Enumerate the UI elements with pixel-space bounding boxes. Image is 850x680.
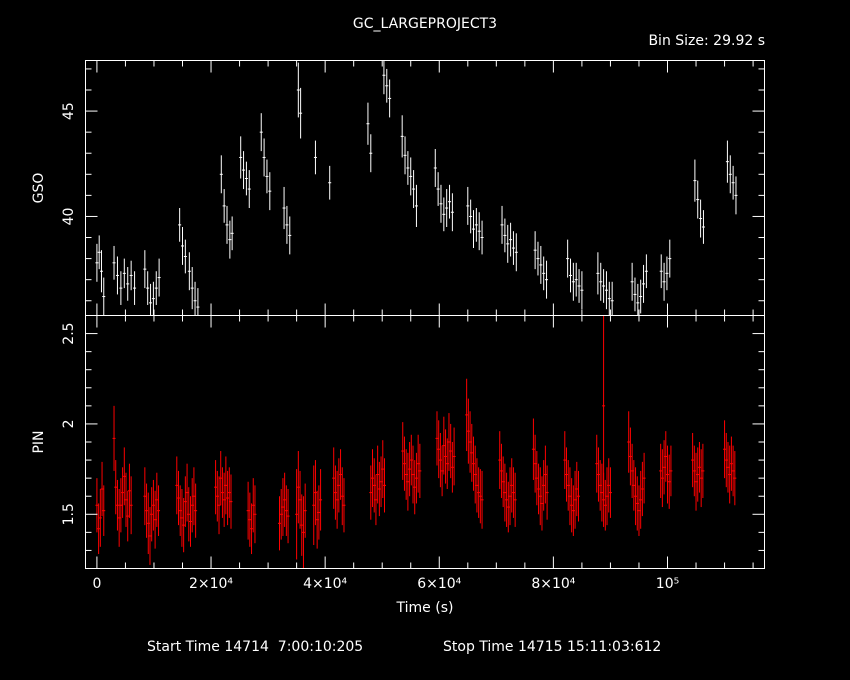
stop-time-label: Stop Time 14715 15:11:03:612 (443, 639, 661, 655)
pin-plot-frame (85, 315, 765, 569)
pin-panel: 1.5 2 2.5 PIN (31, 315, 765, 569)
gso-x-ticks (96, 60, 754, 316)
chart-title: GC_LARGEPROJECT3 (353, 16, 497, 32)
gso-y-tick-label: 40 (61, 208, 77, 226)
x-tick-label: 2×10⁴ (189, 576, 233, 592)
pin-x-ticks (96, 315, 754, 569)
pin-y-axis-label: PIN (31, 430, 47, 453)
pin-y-ticks: 1.5 2 2.5 (61, 315, 765, 569)
x-tick-label: 0 (92, 576, 101, 592)
x-axis-label: Time (s) (396, 600, 454, 616)
bin-size-label: Bin Size: 29.92 s (648, 33, 765, 49)
pin-y-tick-label: 2 (61, 419, 77, 428)
gso-data-points (95, 60, 738, 316)
gso-plot-frame (85, 60, 765, 316)
pin-data-points (95, 315, 737, 569)
gso-y-axis-label: GSO (31, 173, 47, 204)
pin-y-tick-label: 2.5 (61, 322, 77, 344)
pin-y-tick-label: 1.5 (61, 503, 77, 525)
gso-panel: 40 45 GSO (31, 60, 765, 316)
x-tick-label: 10⁵ (656, 576, 679, 592)
gso-y-ticks: 40 45 (61, 68, 765, 302)
gso-y-tick-label: 45 (61, 102, 77, 120)
x-tick-labels: 0 2×10⁴ 4×10⁴ 6×10⁴ 8×10⁴ 10⁵ (92, 576, 679, 592)
start-time-label: Start Time 14714 7:00:10:205 (147, 639, 363, 655)
x-tick-label: 8×10⁴ (531, 576, 575, 592)
x-tick-label: 4×10⁴ (303, 576, 347, 592)
x-tick-label: 6×10⁴ (417, 576, 461, 592)
